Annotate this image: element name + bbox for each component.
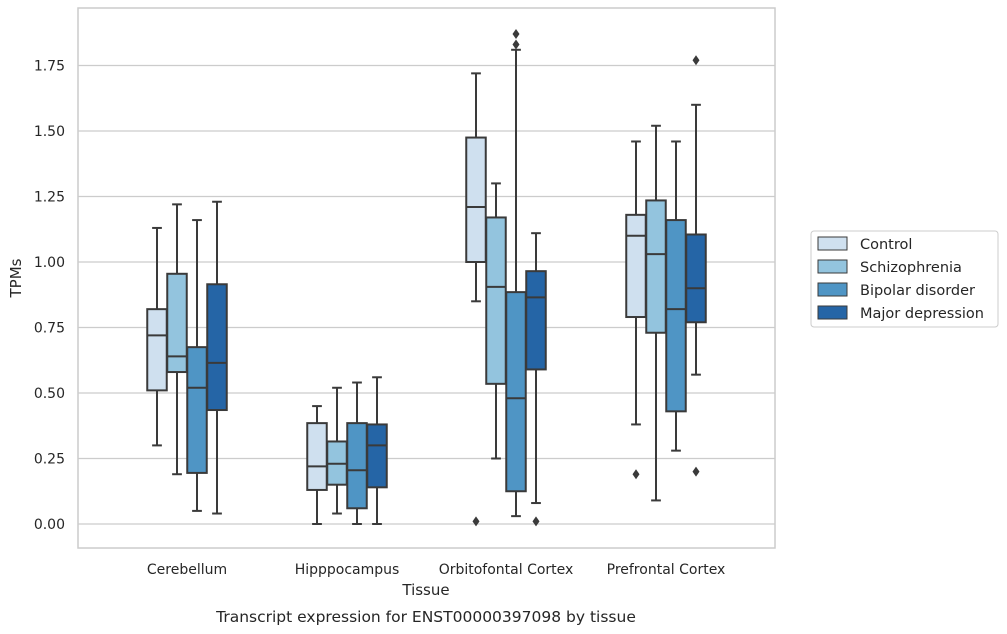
legend-swatch — [817, 259, 848, 274]
legend-frame — [810, 230, 999, 328]
box-1 — [326, 386, 348, 515]
x-axis-title: Tissue — [401, 581, 449, 599]
y-tick-label: 0.75 — [34, 321, 65, 337]
outlier-point — [692, 55, 700, 66]
y-tick-label: 0.25 — [34, 452, 65, 468]
box-3 — [685, 55, 707, 477]
box-group — [625, 55, 707, 502]
box-2 — [505, 29, 527, 518]
legend-swatch — [817, 305, 848, 320]
legend-swatch — [817, 282, 848, 297]
box-group — [465, 29, 547, 527]
y-tick-label: 0.00 — [34, 517, 65, 533]
box-iqr — [685, 233, 707, 324]
box-iqr — [665, 219, 687, 413]
y-tick-label: 1.75 — [34, 59, 65, 75]
box-iqr — [346, 422, 368, 510]
box-1 — [485, 182, 507, 460]
x-tick-label: Hipppocampus — [295, 562, 400, 578]
box-iqr — [306, 422, 328, 491]
x-tick-label: Cerebellum — [147, 562, 227, 578]
outlier-point — [692, 466, 700, 477]
outlier-point — [472, 516, 480, 527]
box-iqr — [146, 308, 168, 392]
box-groups — [146, 29, 707, 527]
box-iqr — [465, 136, 487, 263]
box-2 — [665, 140, 687, 452]
y-tick-labels: 0.00 0.25 0.50 0.75 1.00 1.25 1.50 1.75 — [34, 59, 65, 534]
box-3 — [525, 232, 547, 527]
box-iqr — [525, 270, 547, 371]
legend-label: Major depression — [860, 306, 984, 322]
box-iqr — [366, 423, 388, 489]
x-tick-labels: Cerebellum Hipppocampus Orbitofontal Corte… — [147, 562, 725, 578]
box-0 — [465, 72, 487, 527]
box-group — [306, 376, 388, 525]
box-0 — [146, 226, 168, 447]
x-tick-label: Orbitofontal Cortex — [439, 562, 574, 578]
legend-label: Schizophrenia — [860, 260, 962, 276]
y-tick-label: 1.50 — [34, 124, 65, 140]
legend: Control Schizophrenia Bipolar disorder Majo… — [810, 230, 999, 328]
x-tick-label: Prefrontal Cortex — [607, 562, 726, 578]
box-iqr — [186, 346, 208, 474]
y-tick-label: 1.00 — [34, 255, 65, 271]
box-1 — [645, 124, 667, 502]
legend-swatch — [817, 236, 848, 251]
y-axis-title: TPMs — [7, 258, 25, 298]
plot-frame — [77, 7, 776, 549]
box-2 — [346, 381, 368, 525]
box-iqr — [206, 283, 228, 412]
y-tick-label: 0.50 — [34, 386, 65, 402]
y-tick-label: 1.25 — [34, 190, 65, 206]
box-3 — [366, 376, 388, 525]
legend-label: Control — [860, 237, 912, 253]
figure-caption: Transcript expression for ENST0000039709… — [215, 608, 636, 626]
box-iqr — [505, 291, 527, 493]
outlier-point — [512, 29, 520, 40]
box-iqr — [625, 213, 647, 319]
box-group — [146, 200, 228, 515]
box-iqr — [166, 272, 188, 374]
box-iqr — [485, 216, 507, 385]
box-iqr — [645, 199, 667, 334]
box-0 — [625, 140, 647, 480]
box-0 — [306, 405, 328, 525]
box-3 — [206, 200, 228, 515]
box-2 — [186, 219, 208, 512]
outlier-point — [512, 39, 520, 50]
box-1 — [166, 203, 188, 476]
outlier-point — [532, 516, 540, 527]
outlier-point — [632, 469, 640, 480]
legend-label: Bipolar disorder — [860, 283, 975, 299]
